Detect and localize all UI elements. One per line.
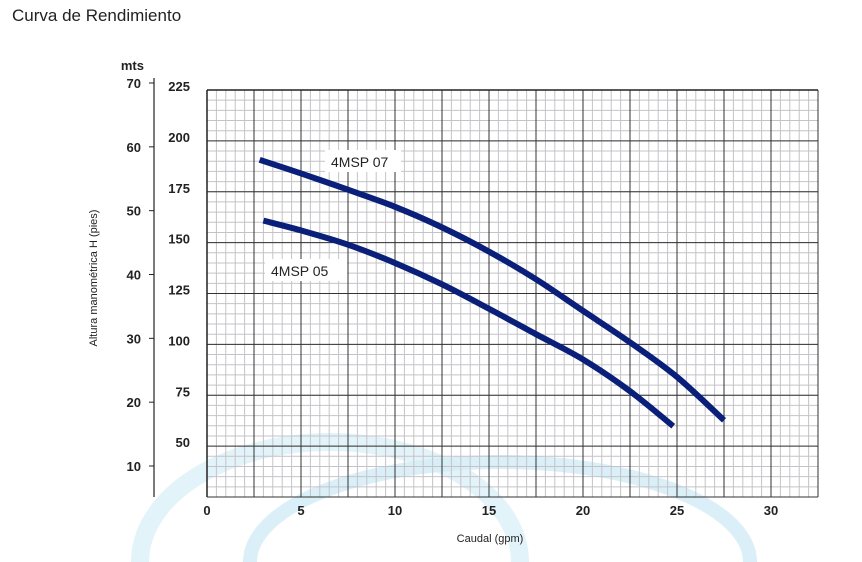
meters-tick-label: 60 [127, 140, 141, 155]
meters-tick-label: 50 [127, 204, 141, 219]
chart-title: Curva de Rendimiento [12, 6, 182, 25]
y-axis-label: Altura manométrica H (pies) [88, 210, 100, 347]
watermark-swoosh [131, 433, 529, 562]
series-line-4msp-07 [258, 156, 727, 423]
y-tick-label: 225 [168, 79, 190, 94]
meters-axis-label: mts [121, 58, 144, 73]
x-tick-label: 20 [576, 503, 590, 518]
x-tick-label: 0 [203, 503, 210, 518]
series-label-bg [325, 150, 401, 172]
watermark-swoosh [243, 455, 757, 562]
meters-tick-label: 20 [127, 395, 141, 410]
y-tick-label: 175 [168, 181, 190, 196]
y-tick-label: 50 [176, 435, 190, 450]
meters-tick-label: 40 [127, 268, 141, 283]
meters-tick-label: 70 [127, 76, 141, 91]
x-tick-label: 15 [482, 503, 496, 518]
x-tick-label: 25 [670, 503, 684, 518]
meters-tick-label: 10 [127, 459, 141, 474]
y-tick-label: 75 [176, 384, 190, 399]
y-tick-label: 100 [168, 333, 190, 348]
x-tick-label: 5 [297, 503, 304, 518]
series-label: 4MSP 07 [331, 154, 389, 170]
y-tick-label: 200 [168, 130, 190, 145]
x-axis-label: Caudal (gpm) [457, 533, 524, 545]
y-tick-label: 150 [168, 232, 190, 247]
series-label: 4MSP 05 [271, 263, 329, 279]
series-line-4msp-05 [262, 217, 676, 429]
series-label-bg [265, 259, 347, 281]
x-tick-label: 30 [764, 503, 778, 518]
meters-tick-label: 30 [127, 331, 141, 346]
y-tick-label: 125 [168, 283, 190, 298]
x-tick-label: 10 [388, 503, 402, 518]
